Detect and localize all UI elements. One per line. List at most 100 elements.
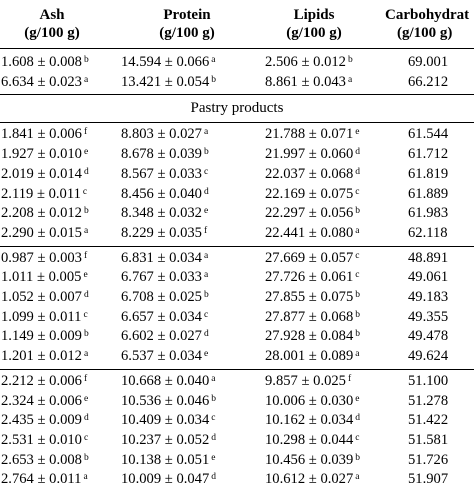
lipids-cell-significance-letter: b bbox=[355, 452, 361, 463]
carbohydrate-cell-value: 49.478 bbox=[408, 328, 449, 345]
carbohydrate-cell: 49.061 bbox=[408, 269, 448, 286]
ash-cell: 2.435 ± 0.009 d bbox=[1, 412, 89, 429]
header-carb-label: Carbohydrat bbox=[385, 7, 470, 23]
lipids-cell: 22.037 ± 0.068 d bbox=[265, 166, 360, 183]
lipids-cell: 27.855 ± 0.075 b bbox=[265, 289, 360, 306]
lipids-cell-value: 10.162 ± 0.034 bbox=[265, 412, 354, 429]
lipids-cell-significance-letter: c bbox=[355, 186, 360, 197]
lipids-cell-significance-letter: c bbox=[355, 270, 360, 281]
lipids-cell: 10.298 ± 0.044 c bbox=[265, 432, 360, 449]
ash-cell: 1.201 ± 0.012 a bbox=[1, 348, 88, 365]
header-ash-label: Ash bbox=[39, 7, 65, 23]
lipids-cell-value: 9.857 ± 0.025 bbox=[265, 372, 346, 389]
ash-cell: 2.324 ± 0.006 e bbox=[1, 393, 88, 410]
lipids-cell-value: 27.928 ± 0.084 bbox=[265, 328, 354, 345]
protein-cell-significance-letter: b bbox=[211, 74, 217, 85]
ash-cell-value: 2.531 ± 0.010 bbox=[1, 431, 82, 448]
ash-cell-significance-letter: d bbox=[83, 413, 89, 424]
carbohydrate-cell: 61.544 bbox=[408, 126, 448, 143]
lipids-cell-value: 21.788 ± 0.071 bbox=[265, 126, 354, 143]
lipids-cell-value: 8.861 ± 0.043 bbox=[265, 73, 346, 90]
ash-cell: 1.608 ± 0.008 b bbox=[1, 54, 89, 71]
header-protein: Protein (g/100 g) bbox=[127, 6, 247, 42]
ash-cell-significance-letter: a bbox=[83, 349, 89, 360]
ash-cell-value: 1.052 ± 0.007 bbox=[1, 289, 82, 305]
table-row: 2.212 ± 0.006 f 10.668 ± 0.040 a 9.857 ± 0.0… bbox=[0, 372, 474, 392]
protein-cell-value: 8.567 ± 0.033 bbox=[121, 165, 202, 182]
ash-cell: 1.927 ± 0.010 e bbox=[1, 146, 88, 163]
ash-cell-significance-letter: c bbox=[82, 186, 88, 197]
ash-cell-value: 2.212 ± 0.006 bbox=[1, 372, 82, 389]
ash-cell-significance-letter: a bbox=[83, 225, 89, 236]
ash-cell-significance-letter: c bbox=[83, 432, 89, 443]
ash-cell-value: 2.324 ± 0.006 bbox=[1, 392, 82, 409]
ash-cell-significance-letter: c bbox=[83, 309, 88, 320]
lipids-cell: 9.857 ± 0.025 f bbox=[265, 373, 351, 390]
table-row: 1.011 ± 0.005 e 6.767 ± 0.033 a 27.726 ± 0.0… bbox=[0, 268, 474, 288]
ash-cell: 2.290 ± 0.015 a bbox=[1, 225, 88, 242]
table-row: 1.608 ± 0.008 b 14.594 ± 0.066 a 2.506 ± 0.0… bbox=[0, 53, 474, 73]
ash-cell: 1.841 ± 0.006 f bbox=[1, 126, 87, 143]
protein-cell: 6.831 ± 0.034 a bbox=[121, 250, 208, 267]
carbohydrate-cell-value: 61.712 bbox=[408, 146, 449, 163]
lipids-cell: 10.456 ± 0.039 b bbox=[265, 452, 360, 469]
protein-cell-significance-letter: d bbox=[203, 186, 209, 197]
lipids-cell-significance-letter: e bbox=[355, 127, 360, 138]
table-header: Ash (g/100 g) Protein (g/100 g) Lipids (… bbox=[0, 0, 474, 44]
table-row: 2.208 ± 0.012 b 8.348 ± 0.032 e 22.297 ± 0.0… bbox=[0, 204, 474, 224]
lipids-cell-significance-letter: a bbox=[347, 74, 353, 85]
table-row: 1.149 ± 0.009 b 6.602 ± 0.027 d 27.928 ± 0.0… bbox=[0, 327, 474, 347]
protein-cell: 8.348 ± 0.032 e bbox=[121, 205, 208, 222]
header-lipids: Lipids (g/100 g) bbox=[254, 6, 374, 42]
lipids-cell-significance-letter: e bbox=[355, 393, 360, 404]
lipids-cell-value: 22.169 ± 0.075 bbox=[265, 185, 354, 202]
table-row: 1.201 ± 0.012 a 6.537 ± 0.034 e 28.001 ± 0.0… bbox=[0, 347, 474, 367]
protein-cell-significance-letter: c bbox=[203, 309, 209, 320]
table-row: 1.841 ± 0.006 f 8.803 ± 0.027 a 21.788 ± 0.0… bbox=[0, 125, 474, 145]
protein-cell-value: 10.409 ± 0.034 bbox=[121, 412, 210, 429]
protein-cell-significance-letter: e bbox=[203, 206, 209, 217]
lipids-cell-significance-letter: a bbox=[355, 225, 360, 236]
carbohydrate-cell-value: 49.624 bbox=[408, 348, 449, 365]
ash-cell-value: 1.011 ± 0.005 bbox=[1, 269, 82, 286]
protein-cell: 10.409 ± 0.034 c bbox=[121, 412, 216, 429]
ash-cell-significance-letter: b bbox=[83, 206, 89, 217]
ash-cell-value: 6.634 ± 0.023 bbox=[1, 73, 82, 90]
ash-cell-significance-letter: b bbox=[83, 452, 89, 463]
ash-cell: 2.653 ± 0.008 b bbox=[1, 452, 89, 469]
lipids-cell-significance-letter: b bbox=[355, 309, 361, 320]
protein-cell: 14.594 ± 0.066 a bbox=[121, 54, 216, 71]
header-lipids-unit: (g/100 g) bbox=[286, 25, 342, 41]
group-divider bbox=[0, 368, 474, 370]
protein-cell: 6.657 ± 0.034 c bbox=[121, 309, 208, 326]
lipids-cell-significance-letter: d bbox=[355, 413, 361, 424]
lipids-cell-significance-letter: d bbox=[355, 147, 361, 158]
lipids-cell: 28.001 ± 0.089 a bbox=[265, 348, 360, 365]
table-row: 2.764 ± 0.011 a 10.009 ± 0.047 d 10.612 ± 0.… bbox=[0, 470, 474, 490]
ash-cell-significance-letter: f bbox=[83, 250, 88, 261]
ash-cell: 2.531 ± 0.010 c bbox=[1, 432, 88, 449]
protein-cell-value: 6.657 ± 0.034 bbox=[121, 308, 202, 325]
table-row: 0.987 ± 0.003 f 6.831 ± 0.034 a 27.669 ± 0.0… bbox=[0, 249, 474, 269]
ash-cell-significance-letter: e bbox=[83, 270, 88, 281]
protein-cell: 6.708 ± 0.025 b bbox=[121, 289, 209, 306]
ash-cell: 1.011 ± 0.005 e bbox=[1, 269, 88, 286]
carbohydrate-cell: 69.001 bbox=[408, 54, 448, 71]
ash-cell-value: 2.019 ± 0.014 bbox=[1, 165, 82, 182]
ash-cell: 6.634 ± 0.023 a bbox=[1, 74, 88, 91]
protein-cell: 6.602 ± 0.027 d bbox=[121, 328, 209, 345]
carbohydrate-cell: 49.624 bbox=[408, 348, 448, 365]
carbohydrate-cell-value: 61.544 bbox=[408, 126, 449, 143]
ash-cell-value: 0.987 ± 0.003 bbox=[1, 249, 82, 266]
ash-cell: 2.019 ± 0.014 d bbox=[1, 166, 89, 183]
lipids-cell-value: 10.006 ± 0.030 bbox=[265, 392, 354, 409]
ash-cell-significance-letter: f bbox=[83, 127, 88, 138]
protein-cell-significance-letter: a bbox=[211, 55, 216, 65]
ash-cell-significance-letter: e bbox=[83, 393, 89, 404]
protein-cell-significance-letter: b bbox=[203, 147, 209, 158]
ash-cell: 1.149 ± 0.009 b bbox=[1, 328, 89, 345]
table-row: 2.119 ± 0.011 c 8.456 ± 0.040 d 22.169 ± 0.0… bbox=[0, 185, 474, 205]
table-row: 6.634 ± 0.023 a 13.421 ± 0.054 b 8.861 ± 0.0… bbox=[0, 73, 474, 93]
carbohydrate-cell-value: 48.891 bbox=[408, 249, 449, 266]
protein-cell-value: 10.536 ± 0.046 bbox=[121, 392, 210, 409]
